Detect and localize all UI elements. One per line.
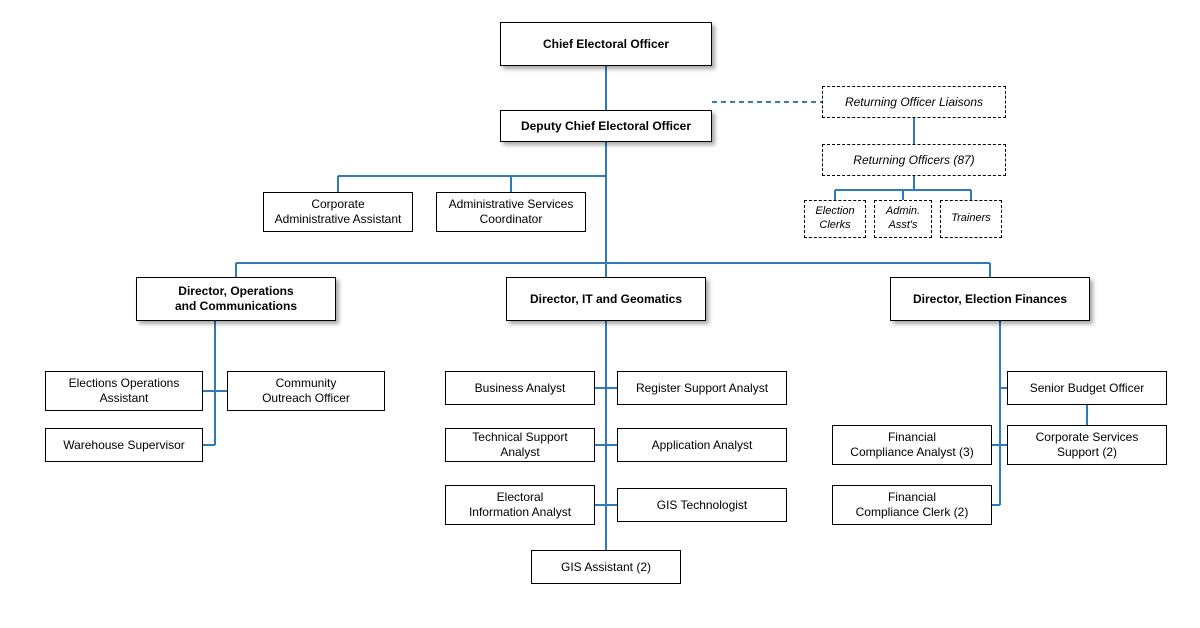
org-node-label: Financial Compliance Clerk (2) [856,490,969,520]
org-node-label: Corporate Administrative Assistant [275,197,402,227]
org-node-ro87: Returning Officers (87) [822,144,1006,176]
org-node-aast: Admin. Asst's [874,200,932,238]
org-node-dit: Director, IT and Geomatics [506,277,706,321]
org-node-ba: Business Analyst [445,371,595,405]
org-node-eia: Electoral Information Analyst [445,485,595,525]
org-node-label: Returning Officers (87) [853,153,974,168]
org-node-fca3: Financial Compliance Analyst (3) [832,425,992,465]
org-node-label: Senior Budget Officer [1030,381,1145,396]
org-node-label: Election Clerks [815,205,854,233]
org-node-label: Financial Compliance Analyst (3) [850,430,973,460]
org-node-gisa: GIS Assistant (2) [531,550,681,584]
org-node-label: GIS Technologist [657,498,748,513]
org-node-label: Technical Support Analyst [452,430,588,460]
org-node-label: Community Outreach Officer [262,376,350,406]
org-node-asc: Administrative Services Coordinator [436,192,586,232]
org-node-label: Elections Operations Assistant [69,376,180,406]
org-node-label: Director, IT and Geomatics [530,292,682,307]
org-node-label: Register Support Analyst [636,381,768,396]
org-node-label: Admin. Asst's [886,205,920,233]
org-chart: Chief Electoral Officer Deputy Chief Elec… [0,0,1200,628]
org-node-label: Trainers [951,212,991,226]
org-node-doc: Director, Operations and Communications [136,277,336,321]
org-node-fcc2: Financial Compliance Clerk (2) [832,485,992,525]
org-node-css2: Corporate Services Support (2) [1007,425,1167,465]
org-node-tsa: Technical Support Analyst [445,428,595,462]
org-node-label: GIS Assistant (2) [561,560,651,575]
org-node-aan: Application Analyst [617,428,787,462]
org-node-label: Director, Election Finances [913,292,1067,307]
org-node-label: Chief Electoral Officer [543,37,669,52]
org-node-def: Director, Election Finances [890,277,1090,321]
org-node-rol: Returning Officer Liaisons [822,86,1006,118]
org-node-ceo: Chief Electoral Officer [500,22,712,66]
org-node-eclk: Election Clerks [804,200,866,238]
org-node-label: Electoral Information Analyst [469,490,571,520]
org-node-sbo: Senior Budget Officer [1007,371,1167,405]
org-node-label: Business Analyst [475,381,566,396]
org-node-label: Deputy Chief Electoral Officer [521,119,691,134]
org-node-rsa: Register Support Analyst [617,371,787,405]
org-node-label: Returning Officer Liaisons [845,95,983,110]
org-node-label: Application Analyst [652,438,753,453]
org-node-label: Director, Operations and Communications [175,284,297,314]
org-node-trn: Trainers [940,200,1002,238]
org-node-eoa: Elections Operations Assistant [45,371,203,411]
org-node-label: Warehouse Supervisor [63,438,185,453]
org-node-dceo: Deputy Chief Electoral Officer [500,110,712,142]
org-node-wsup: Warehouse Supervisor [45,428,203,462]
org-node-label: Corporate Services Support (2) [1036,430,1139,460]
org-node-caa: Corporate Administrative Assistant [263,192,413,232]
org-node-label: Administrative Services Coordinator [449,197,574,227]
org-node-coo: Community Outreach Officer [227,371,385,411]
org-node-gist: GIS Technologist [617,488,787,522]
